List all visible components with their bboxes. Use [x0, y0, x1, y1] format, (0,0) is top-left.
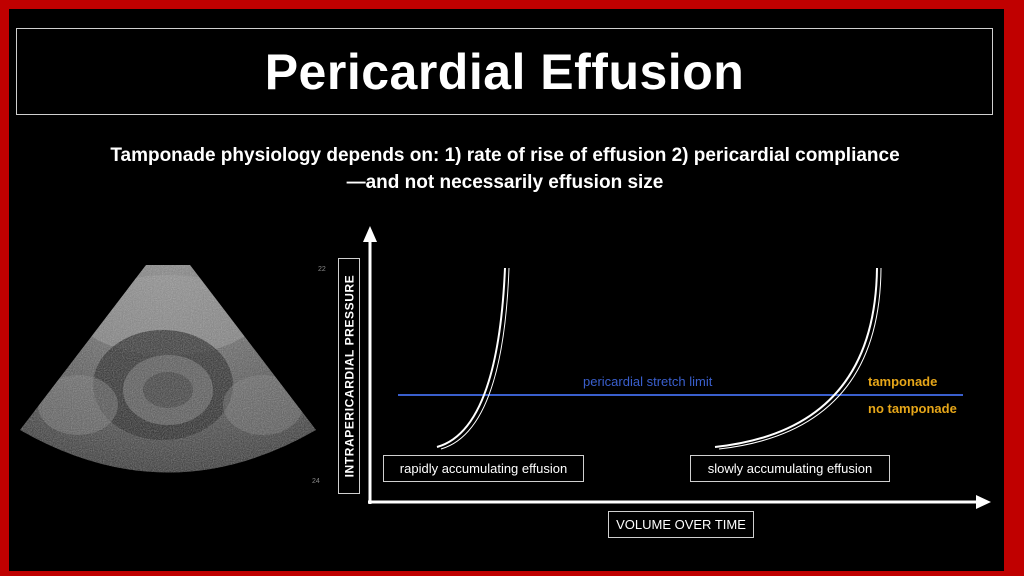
- y-axis-label: INTRAPERICARDIAL PRESSURE: [342, 274, 356, 478]
- y-axis-label-box: INTRAPERICARDIAL PRESSURE: [338, 258, 360, 494]
- rapid-effusion-label: rapidly accumulating effusion: [383, 455, 584, 482]
- subtitle-line-1: Tamponade physiology depends on: 1) rate…: [110, 145, 900, 166]
- slow-curve: [714, 267, 882, 450]
- subtitle-line-2: —and not necessarily effusion size: [346, 172, 664, 193]
- tamponade-label: tamponade: [868, 374, 938, 389]
- depth-tick-top: 22: [318, 266, 326, 273]
- ultrasound-image: [20, 265, 316, 473]
- title-box: Pericardial Effusion: [16, 28, 993, 115]
- x-axis: [368, 495, 991, 509]
- slow-effusion-label: slowly accumulating effusion: [690, 455, 890, 482]
- no-tamponade-label: no tamponade: [868, 401, 957, 416]
- rapid-curve: [436, 267, 510, 450]
- x-axis-label: VOLUME OVER TIME: [608, 511, 754, 538]
- slide-title: Pericardial Effusion: [264, 43, 745, 100]
- depth-tick-bottom: 24: [312, 478, 320, 485]
- stretch-limit-label: pericardial stretch limit: [583, 374, 713, 389]
- y-axis: [363, 226, 377, 504]
